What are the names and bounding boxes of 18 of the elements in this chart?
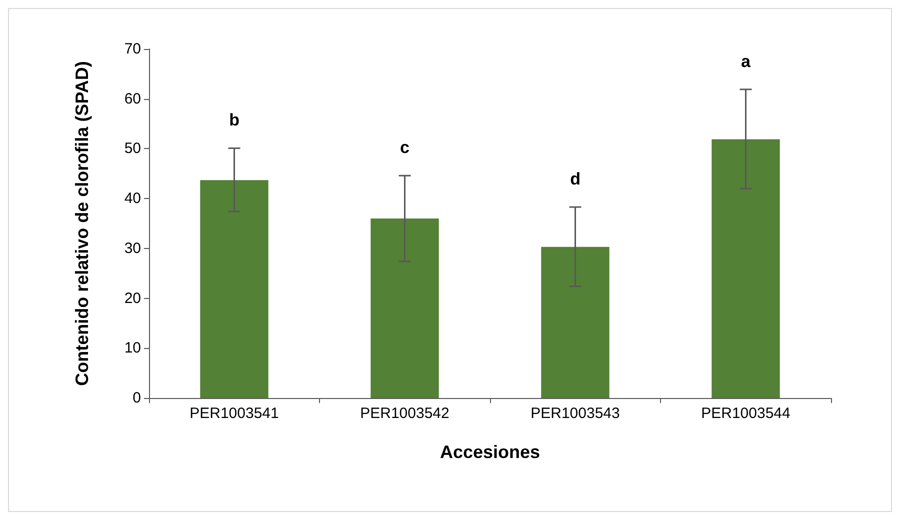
annotation: a xyxy=(741,52,752,71)
y-tick-label: 50 xyxy=(124,140,141,158)
x-tick-label: PER1003541 xyxy=(190,405,279,422)
y-tick-label: 70 xyxy=(124,40,141,58)
y-tick-label: 20 xyxy=(124,290,141,307)
y-tick-label: 60 xyxy=(124,90,141,108)
x-tick-label: PER1003542 xyxy=(360,405,450,422)
annotation: d xyxy=(570,170,580,189)
y-tick-label: 0 xyxy=(132,390,141,406)
x-axis-title: Accesiones xyxy=(440,442,540,462)
y-tick-label: 30 xyxy=(124,240,141,257)
y-tick-label: 10 xyxy=(124,340,141,357)
y-tick-label: 40 xyxy=(124,190,141,208)
x-tick-label: PER1003543 xyxy=(530,405,620,422)
x-tick-label: PER1003544 xyxy=(701,405,790,422)
annotation: c xyxy=(400,138,410,158)
annotation: b xyxy=(229,110,240,130)
y-axis-title: Contenido relativo de clorofila (SPAD) xyxy=(72,61,92,386)
